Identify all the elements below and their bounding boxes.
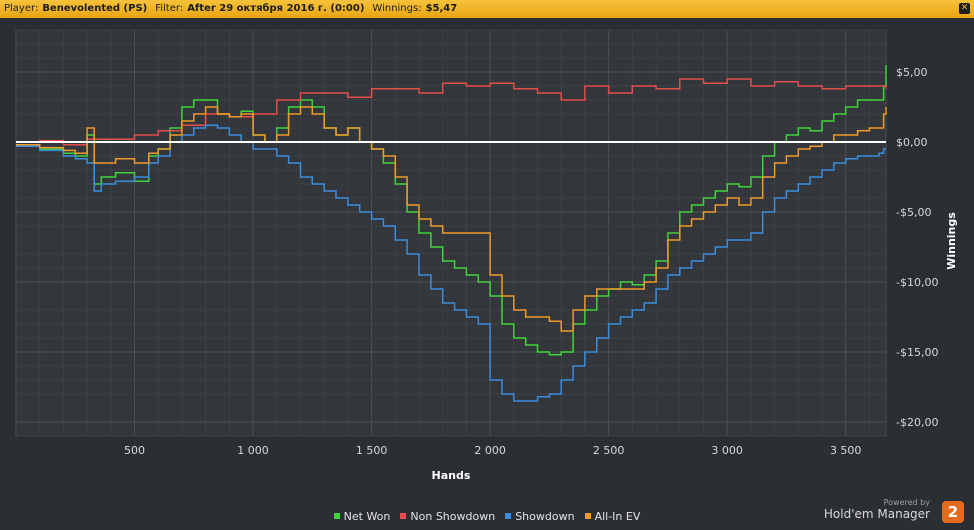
legend: Net Won Non Showdown Showdown All-In EV xyxy=(0,510,974,526)
winnings-label: Winnings: xyxy=(372,3,422,14)
legend-item-showdown[interactable]: Showdown xyxy=(505,510,575,523)
x-tick-label: 1 000 xyxy=(237,444,269,457)
legend-swatch xyxy=(505,513,512,519)
legend-item-all-in-ev[interactable]: All-In EV xyxy=(584,510,641,523)
x-tick-label: 500 xyxy=(124,444,145,457)
x-tick-label: 3 500 xyxy=(830,444,862,457)
legend-swatch xyxy=(400,513,407,519)
series-line-non-showdown xyxy=(16,78,887,146)
powered-by-text: Powered by xyxy=(883,498,930,507)
legend-label: All-In EV xyxy=(594,510,641,523)
close-icon[interactable]: ✕ xyxy=(959,3,970,14)
x-tick-label: 3 000 xyxy=(711,444,743,457)
header-bar: Player: Benevolented (PS) Filter: After 29 … xyxy=(0,0,974,18)
legend-label: Net Won xyxy=(343,510,391,523)
series-line-showdown xyxy=(16,124,886,402)
x-axis-title: Hands xyxy=(432,469,471,482)
series-line-net-won xyxy=(16,65,887,356)
winnings-value: $5,47 xyxy=(425,3,458,14)
legend-label: Showdown xyxy=(515,510,575,523)
x-tick-label: 1 500 xyxy=(356,444,388,457)
winnings-chart: 500 1 000 1 500 2 000 2 500 3 000 3 500 $5,00 $0… xyxy=(15,29,958,482)
y-tick-label: $5,00 xyxy=(896,66,928,79)
y-tick-label: $0,00 xyxy=(896,136,928,149)
y-axis-title: Winnings xyxy=(945,212,958,270)
brand-name: Hold'em Manager xyxy=(823,507,930,521)
x-tick-label: 2 500 xyxy=(593,444,625,457)
player-name: Benevolented (PS) xyxy=(42,3,148,14)
y-tick-label: -$10,00 xyxy=(896,276,938,289)
y-tick-label: -$5,00 xyxy=(896,206,931,219)
series-line-all-in-ev xyxy=(16,106,887,332)
filter-value: After 29 октября 2016 г. (0:00) xyxy=(187,3,365,14)
legend-item-net-won[interactable]: Net Won xyxy=(333,510,391,523)
legend-item-non-showdown[interactable]: Non Showdown xyxy=(400,510,495,523)
legend-swatch xyxy=(333,513,340,519)
legend-swatch xyxy=(584,513,591,519)
player-label: Player: xyxy=(4,3,39,14)
branding: Powered by Hold'em Manager 2 xyxy=(823,498,966,524)
y-tick-label: -$20,00 xyxy=(896,416,938,429)
x-tick-label: 2 000 xyxy=(474,444,506,457)
y-tick-label: -$15,00 xyxy=(896,346,938,359)
logo-badge-icon: 2 xyxy=(942,501,964,523)
legend-label: Non Showdown xyxy=(410,510,496,523)
filter-label: Filter: xyxy=(155,3,184,14)
